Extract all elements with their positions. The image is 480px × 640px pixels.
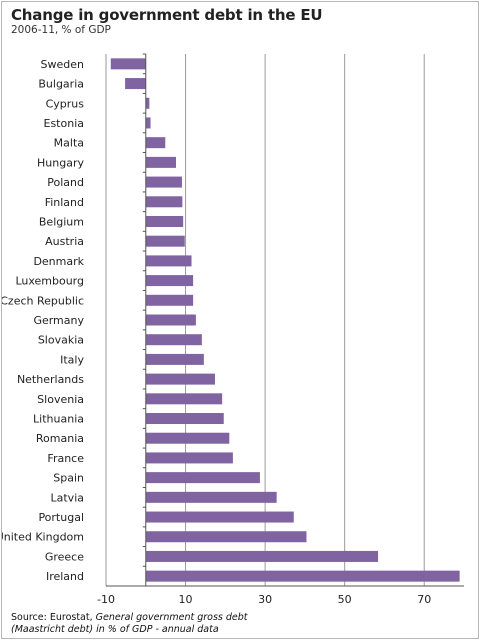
x-tick-label: 10 (179, 593, 193, 606)
category-label: Malta (54, 137, 84, 150)
source-italic-1: General government gross debt (95, 612, 248, 623)
category-label: Latvia (51, 491, 85, 504)
category-label: Finland (45, 196, 84, 209)
bar (145, 156, 177, 168)
category-label: Sweden (41, 58, 84, 71)
category-label: Estonia (44, 117, 85, 130)
bar (145, 314, 196, 326)
bar (110, 58, 146, 70)
source-italic-2: (Maastricht debt) in % of GDP - annual d… (11, 624, 219, 635)
source-note: Source: Eurostat, General government gro… (11, 612, 248, 636)
category-label: Slovakia (38, 334, 84, 347)
x-tick-labels: -10 10 30 50 70 (97, 593, 431, 606)
category-label: Poland (47, 176, 84, 189)
bar (145, 235, 185, 247)
category-label: Slovenia (37, 393, 84, 406)
bar (145, 117, 151, 129)
category-label: Cyprus (46, 97, 85, 110)
category-label: Portugal (38, 511, 84, 524)
bar (145, 334, 202, 346)
bar (145, 452, 233, 464)
bar (145, 176, 182, 188)
bar (145, 196, 183, 208)
category-label: Ireland (46, 570, 84, 583)
bar (145, 550, 379, 562)
x-tick-label: 50 (338, 593, 352, 606)
category-label: Greece (45, 550, 84, 563)
bar (145, 511, 294, 523)
bar (145, 353, 204, 365)
category-label: Lithuania (33, 413, 84, 426)
source-prefix: Source: Eurostat, (11, 612, 96, 623)
category-label: France (47, 452, 84, 465)
bar (145, 432, 230, 444)
bar (145, 97, 150, 109)
bar (145, 570, 460, 582)
category-label: Hungary (37, 156, 84, 169)
bars (110, 58, 460, 582)
bar (145, 393, 223, 405)
category-label: Spain (53, 472, 84, 485)
bar (145, 413, 224, 425)
category-label: Czech Republic (2, 294, 84, 307)
x-tick-label: 30 (258, 593, 272, 606)
bar (145, 137, 166, 149)
bar (145, 255, 192, 267)
bar (145, 294, 194, 306)
category-label: Italy (60, 353, 84, 366)
category-label: Denmark (33, 255, 84, 268)
bar (145, 215, 184, 227)
category-label: Bulgaria (38, 78, 84, 91)
bar (125, 78, 146, 90)
category-label: United Kingdom (2, 531, 84, 544)
bar (145, 472, 260, 484)
chart-subtitle: 2006-11, % of GDP (11, 24, 111, 36)
bar (145, 373, 215, 385)
category-label: Romania (36, 432, 84, 445)
category-label: Netherlands (17, 373, 84, 386)
x-tick-label: -10 (97, 593, 115, 606)
bar (145, 491, 277, 503)
bar (145, 275, 194, 287)
category-label: Austria (45, 235, 84, 248)
category-label: Belgium (39, 215, 84, 228)
chart-title: Change in government debt in the EU (11, 6, 323, 24)
axes (106, 53, 464, 587)
category-label: Germany (33, 314, 84, 327)
x-tick-label: 70 (417, 593, 431, 606)
bar (145, 531, 307, 543)
category-labels: Sweden Bulgaria Cyprus Estonia Malta Hungary P… (2, 58, 85, 583)
category-label: Luxembourg (15, 275, 84, 288)
